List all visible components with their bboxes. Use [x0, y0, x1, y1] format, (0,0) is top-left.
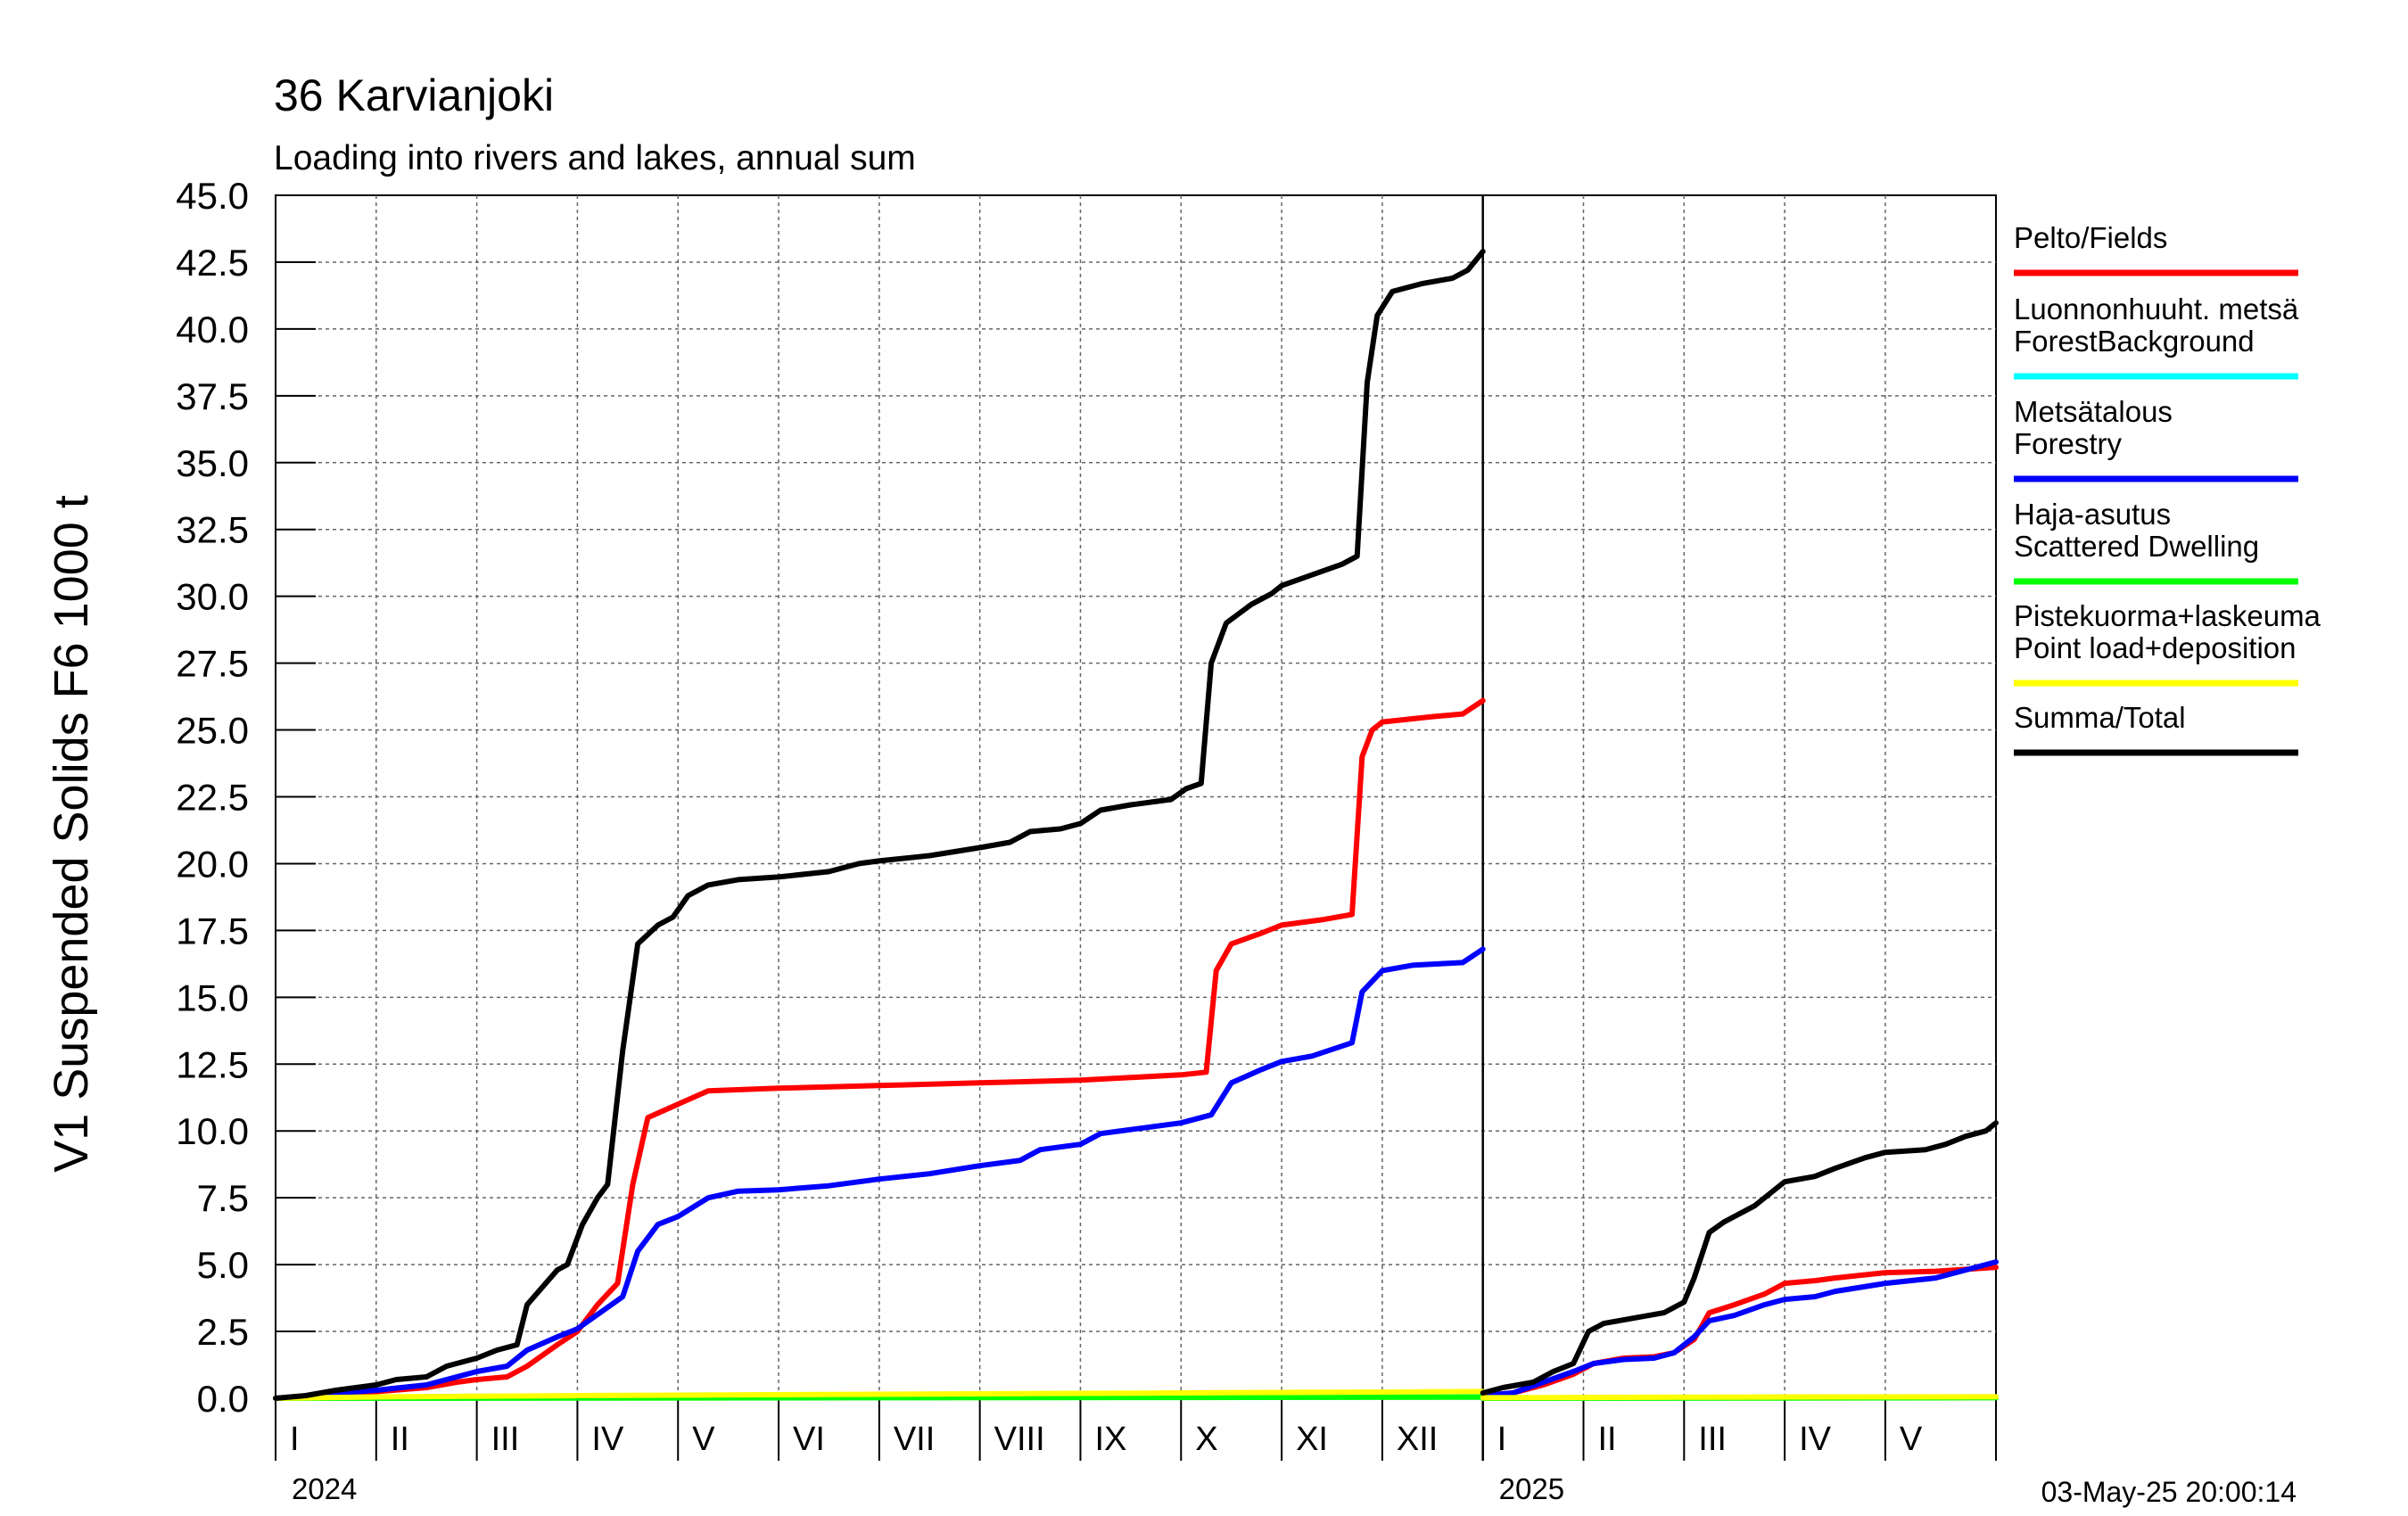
x-tick-label: II	[1597, 1421, 1616, 1458]
series-line	[1480, 1120, 1999, 1396]
x-tick-label: XII	[1397, 1421, 1438, 1458]
legend-label: Pelto/Fields	[2014, 221, 2167, 254]
x-tick-label: V	[692, 1421, 715, 1458]
x-tick-label: VIII	[994, 1421, 1045, 1458]
x-tick-label: IV	[1799, 1421, 1832, 1458]
legend-label: Summa/Total	[2014, 701, 2186, 734]
series-line	[273, 946, 1486, 1401]
y-tick-label: 37.5	[176, 375, 249, 417]
y-tick-label: 15.0	[176, 976, 249, 1018]
y-tick-label: 20.0	[176, 843, 249, 885]
y-tick-label: 45.0	[176, 175, 249, 217]
y-tick-label: 35.0	[176, 442, 249, 484]
series-line	[273, 249, 1486, 1401]
series-line	[1480, 1259, 1999, 1398]
series-line	[273, 697, 1486, 1401]
y-tick-label: 2.5	[197, 1311, 249, 1353]
x-tick-label: III	[1698, 1421, 1727, 1458]
y-tick-label: 27.5	[176, 643, 249, 685]
chart-title: 36 Karvianjoki	[274, 70, 554, 120]
year-label: 2024	[292, 1472, 357, 1505]
y-tick-label: 0.0	[197, 1378, 249, 1420]
y-tick-label: 12.5	[176, 1043, 249, 1085]
legend: Pelto/Fields Luonnonhuuht. metsä ForestBac…	[2014, 221, 2321, 756]
y-tick-label: 42.5	[176, 242, 249, 284]
x-tick-label: IV	[591, 1421, 624, 1458]
series-lines	[273, 249, 1999, 1401]
series-line	[273, 1388, 1486, 1401]
y-tick-label: 22.5	[176, 777, 249, 819]
x-tick-label: VI	[793, 1421, 825, 1458]
x-tick-label: V	[1900, 1421, 1923, 1458]
x-tick-label: III	[491, 1421, 520, 1458]
timestamp: 03-May-25 20:00:14	[2041, 1476, 2297, 1508]
chart-subtitle: Loading into rivers and lakes, annual su…	[274, 139, 916, 177]
x-tick-label: VII	[894, 1421, 935, 1458]
x-tick-label: I	[290, 1421, 300, 1458]
year-label: 2025	[1499, 1472, 1564, 1505]
legend-label: Pistekuorma+laskeuma Point load+depositio…	[2014, 599, 2321, 664]
y-axis-label: V1 Suspended Solids F6 1000 t	[45, 495, 98, 1173]
y-tick-label: 30.0	[176, 576, 249, 618]
y-tick-label: 25.0	[176, 710, 249, 752]
legend-label: Haja-asutus Scattered Dwelling	[2014, 498, 2259, 563]
grid	[276, 195, 1996, 1461]
x-tick-label: II	[391, 1421, 409, 1458]
y-tick-label: 7.5	[197, 1177, 249, 1219]
y-tick-label: 32.5	[176, 509, 249, 551]
y-tick-label: 5.0	[197, 1244, 249, 1286]
legend-label: Luonnonhuuht. metsä ForestBackground	[2014, 292, 2299, 358]
x-tick-label: IX	[1094, 1421, 1126, 1458]
x-tick-label: I	[1497, 1421, 1507, 1458]
x-tick-label: XI	[1296, 1421, 1328, 1458]
x-tick-label: X	[1195, 1421, 1217, 1458]
legend-label: Metsätalous Forestry	[2014, 395, 2173, 460]
y-tick-label: 10.0	[176, 1110, 249, 1152]
y-tick-label: 17.5	[176, 910, 249, 952]
y-tick-label: 40.0	[176, 309, 249, 350]
y-axis: 0.0 2.5 5.0 7.5 10.0 12.5 15.0 17.5 20.0 22.5 25.0…	[176, 175, 316, 1420]
